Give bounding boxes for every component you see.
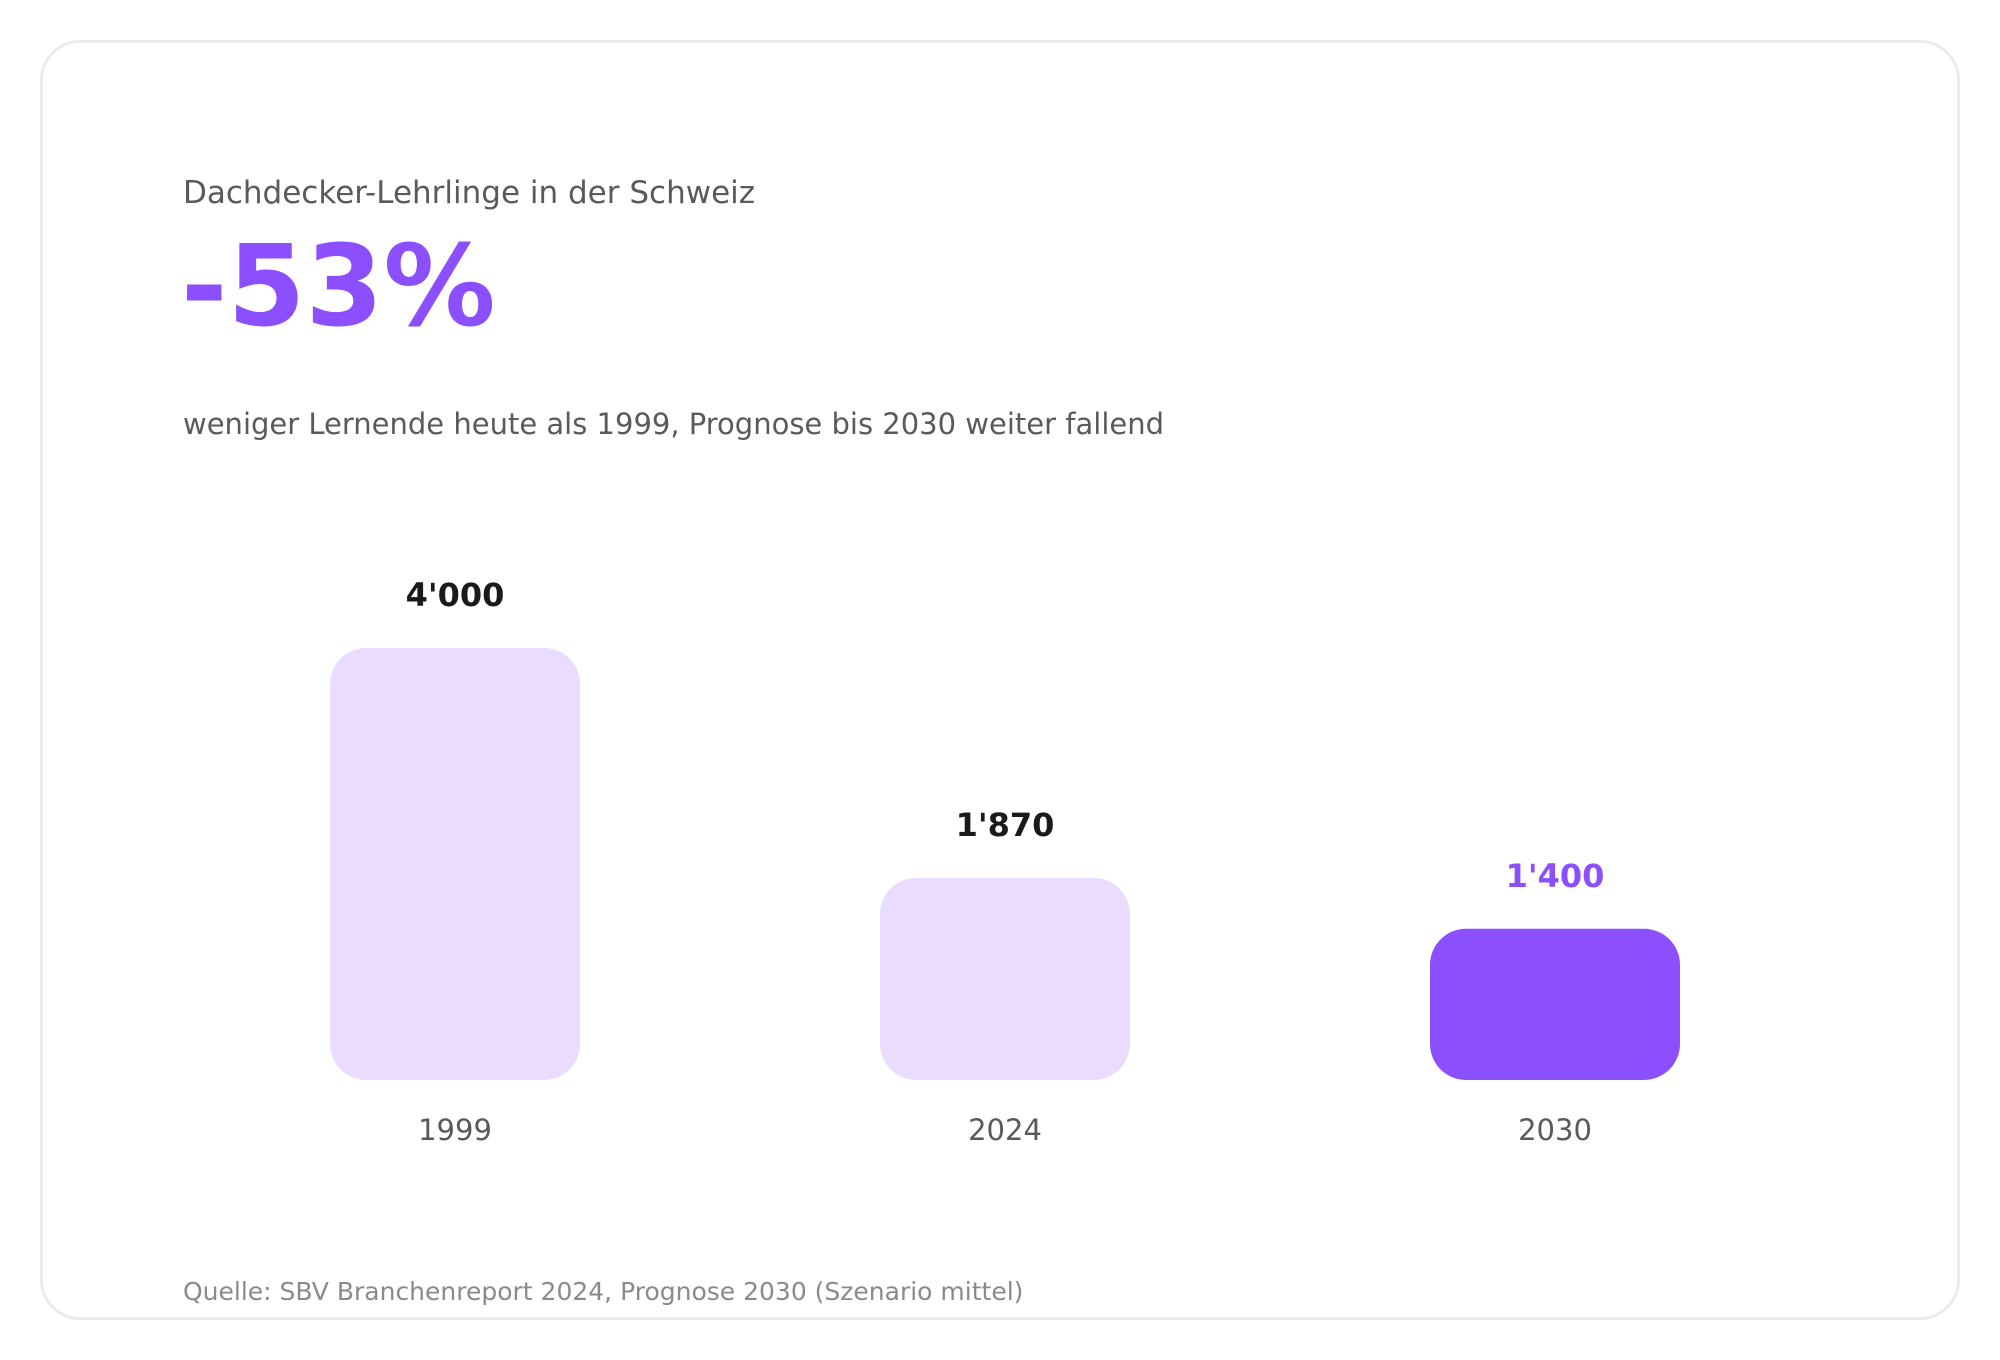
chart-kicker: Dachdecker-Lehrlinge in der Schweiz (183, 175, 756, 211)
bar-group: 4'000 1999 1'870 2024 1'400 2030 (330, 576, 1680, 1147)
bar-2030 (1430, 928, 1680, 1080)
value-label-2030: 1'400 (1506, 857, 1605, 895)
category-label-2024: 2024 (968, 1113, 1042, 1147)
bar-1999 (330, 648, 580, 1080)
category-label-1999: 1999 (418, 1113, 492, 1147)
chart-subtitle: weniger Lernende heute als 1999, Prognos… (183, 407, 1165, 441)
value-label-1999: 4'000 (406, 576, 505, 614)
category-label-2030: 2030 (1518, 1113, 1592, 1147)
source-note: Quelle: SBV Branchenreport 2024, Prognos… (183, 1277, 1024, 1306)
bar-2024 (880, 878, 1130, 1080)
value-label-2024: 1'870 (956, 806, 1055, 844)
headline-percentage: -53% (181, 222, 496, 352)
